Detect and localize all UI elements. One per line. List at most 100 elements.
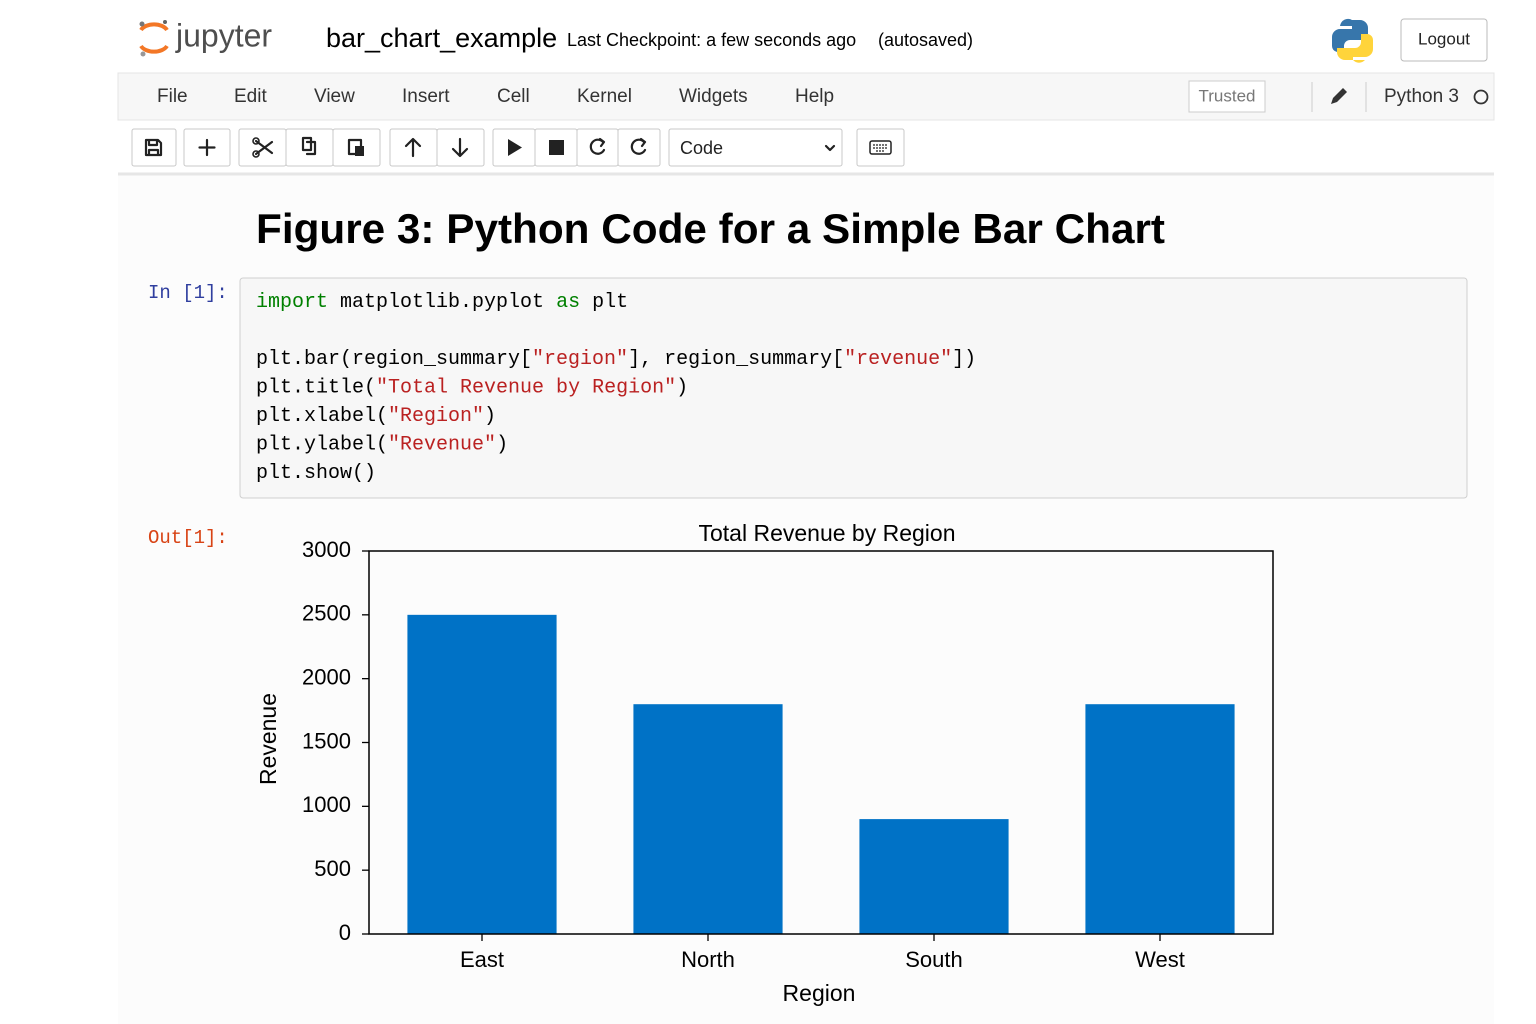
bar: [859, 819, 1009, 934]
copy-icon: [301, 136, 317, 156]
stop-icon: [549, 140, 564, 155]
code-token: "Revenue": [388, 434, 496, 457]
logo-text: jupyter: [175, 17, 272, 53]
x-tick-label: North: [681, 947, 735, 972]
code-input[interactable]: [239, 277, 1468, 499]
restart-icon: [589, 137, 606, 155]
menu-item[interactable]: Cell: [497, 86, 530, 107]
code-token: ): [484, 405, 496, 428]
autosave-status: (autosaved): [878, 30, 973, 50]
logo-dot: [163, 20, 167, 24]
python-logo-yellow: [1337, 34, 1374, 63]
up-icon: [404, 137, 422, 158]
logo-arc: [139, 22, 169, 32]
keyboard-icon: [869, 140, 892, 155]
save-button[interactable]: [131, 128, 177, 167]
save-icon: [144, 138, 163, 157]
python-logo-blue: [1331, 18, 1368, 53]
bar: [1085, 704, 1235, 934]
code-token: "region": [532, 348, 628, 371]
output-prompt: Out[1]:: [148, 527, 228, 549]
cut-icon: [252, 150, 260, 158]
jupyter-logo[interactable]: jupyter: [139, 17, 273, 57]
menu-item[interactable]: File: [157, 86, 188, 107]
code-token: ): [496, 434, 508, 457]
indicator-frame: [1188, 80, 1266, 113]
bar: [633, 704, 783, 934]
code-lines: import matplotlib.pyplot as plt plt.bar(r…: [256, 291, 976, 485]
code-token: ): [676, 377, 688, 400]
cut-icon: [252, 137, 260, 145]
select-value: Code: [680, 138, 723, 158]
menu-item[interactable]: View: [314, 86, 355, 107]
restart-run-button[interactable]: [617, 128, 661, 167]
select-frame: [668, 128, 843, 167]
cell-type-select[interactable]: Code: [668, 128, 843, 167]
y-tick-label: 2000: [302, 664, 351, 689]
code-token: "Region": [388, 405, 484, 428]
code-token: plt.title(: [256, 377, 376, 400]
indicator-label: Trusted: [1198, 86, 1255, 105]
code-line: plt.title("Total Revenue by Region"): [256, 377, 688, 400]
plus-icon: [198, 138, 216, 157]
logo-arc: [139, 44, 169, 54]
markdown-heading: Figure 3: Python Code for a Simple Bar C…: [256, 205, 1165, 252]
x-axis-label: Region: [783, 980, 856, 1006]
kernel-name[interactable]: Python 3: [1384, 86, 1459, 107]
button-label: Logout: [1418, 29, 1470, 48]
code-token: plt.xlabel(: [256, 405, 388, 428]
code-token: plt.bar(region_summary[: [256, 348, 532, 371]
select-arrow: [824, 144, 836, 152]
paste-icon: [355, 146, 364, 156]
keyboard-icon: [873, 144, 888, 152]
y-tick-label: 1000: [302, 792, 351, 817]
code-token: ], region_summary[: [628, 348, 844, 371]
code-line: plt.show(): [256, 462, 376, 485]
code-token: matplotlib.pyplot: [328, 291, 556, 314]
notebook-name[interactable]: bar_chart_example: [326, 23, 557, 53]
code-token: plt: [580, 291, 628, 314]
logout-button[interactable]: Logout: [1400, 18, 1488, 62]
menu-items: File Edit View Insert Cell Kernel Widgets Help: [157, 86, 834, 107]
code-token: import: [256, 291, 328, 314]
checkpoint: Last Checkpoint: a few seconds ago: [567, 30, 856, 50]
x-tick-label: East: [460, 947, 504, 972]
trusted-indicator[interactable]: Trusted: [1188, 80, 1266, 113]
cut-button[interactable]: [238, 128, 287, 167]
y-axis-label: Revenue: [255, 693, 281, 785]
menu-item[interactable]: Insert: [402, 86, 450, 107]
chart-title: Total Revenue by Region: [699, 520, 956, 546]
y-tick-label: 0: [339, 920, 351, 945]
menu-item[interactable]: Kernel: [577, 86, 632, 107]
down-icon: [451, 137, 469, 158]
code-line: plt.xlabel("Region"): [256, 405, 496, 428]
button-frame: [1400, 18, 1488, 62]
restart-button[interactable]: [576, 128, 619, 167]
y-tick-label: 1500: [302, 728, 351, 753]
x-tick-label: West: [1135, 947, 1185, 972]
code-token: "revenue": [844, 348, 952, 371]
code-token: plt.show(): [256, 462, 376, 485]
copy-button[interactable]: [285, 128, 334, 167]
restart-run-icon: [630, 137, 647, 155]
menu-item[interactable]: Edit: [234, 86, 267, 107]
y-tick-label: 500: [314, 856, 351, 881]
logo-dot: [140, 51, 146, 57]
input-prompt: In [1]:: [148, 282, 228, 304]
bar: [407, 614, 557, 934]
toolbar: Code: [131, 128, 905, 167]
code-line: plt.ylabel("Revenue"): [256, 434, 508, 457]
code-token: as: [556, 291, 580, 314]
code-line: import matplotlib.pyplot as plt: [256, 291, 628, 314]
code-line: plt.bar(region_summary["region"], region…: [256, 348, 976, 371]
kernel-indicator: [1473, 89, 1489, 105]
chart: Total Revenue by Region Region Revenue 0…: [255, 520, 1274, 1006]
logo-dot: [139, 21, 145, 27]
code-token: plt.ylabel(: [256, 434, 388, 457]
menu-item[interactable]: Help: [795, 86, 834, 107]
menu-item[interactable]: Widgets: [679, 86, 748, 107]
y-tick-label: 2500: [302, 601, 351, 626]
edit-mode-icon: [1331, 88, 1347, 104]
code-token: "Total Revenue by Region": [376, 377, 676, 400]
